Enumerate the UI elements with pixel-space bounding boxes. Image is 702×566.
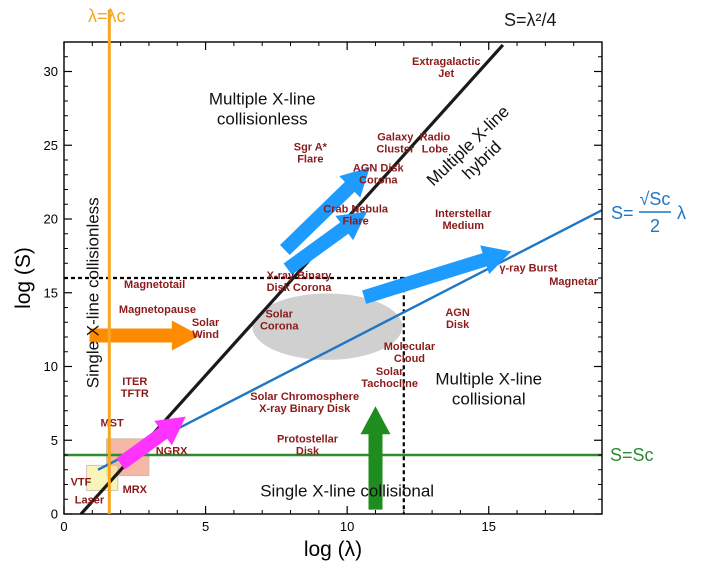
region-label-line: Multiple X-line [209, 89, 316, 108]
y-tick-label-6: 30 [44, 64, 58, 79]
region-label-4: Single X-line collisional [260, 481, 434, 500]
object-label-0: Extragalactic [412, 56, 480, 68]
object-label-4: Corona [359, 174, 398, 186]
object-label-15: Cloud [394, 353, 425, 365]
object-label-0: Jet [438, 68, 454, 80]
object-label-19: MST [101, 418, 125, 430]
region-label-line: Multiple X-line [435, 370, 542, 389]
object-label-20: Disk [296, 446, 320, 458]
x-tick-label-3: 15 [482, 519, 496, 534]
region-label-line: collisionless [217, 109, 308, 128]
object-label-16: Solar [376, 366, 404, 378]
arrow-5 [116, 416, 186, 470]
x-tick-label-2: 10 [340, 519, 354, 534]
object-label-13: Corona [260, 320, 299, 332]
object-label-10: Magnetotail [124, 279, 185, 291]
region-label-line: collisional [452, 390, 526, 409]
object-label-24: Laser [75, 494, 105, 506]
arrow-2 [362, 245, 512, 304]
solar-corona-blob [252, 293, 403, 360]
object-label-20: Protostellar [277, 434, 339, 446]
object-label-13: Solar [265, 308, 293, 320]
object-label-18: Solar Chromosphere [250, 391, 359, 403]
object-label-18: X-ray Binary Disk [259, 403, 351, 415]
y-axis-label: log (S) [12, 247, 35, 309]
object-label-14: Disk [446, 319, 470, 331]
object-label-14: AGN [445, 307, 470, 319]
region-label-line: Single X-line collisionless [83, 197, 102, 388]
line-label-sqrt-sc: S= √Sc 2λ [611, 189, 686, 236]
object-label-9: Disk Corona [267, 282, 333, 294]
object-label-2: Radio [420, 131, 451, 143]
object-label-5: Flare [343, 216, 369, 228]
object-label-22: VTF [71, 477, 92, 489]
y-tick-label-2: 10 [44, 359, 58, 374]
x-axis-label: log (λ) [304, 538, 362, 561]
region-label-line: Single X-line collisional [260, 481, 434, 500]
object-label-1: Galaxy [377, 131, 414, 143]
axes: 0 5 10 15 0 5 10 15 20 25 30 log (λ) log (S) [12, 41, 603, 561]
series-line-1 [97, 209, 602, 471]
line-label-sqrt-sc-numerator: √Sc [640, 189, 671, 209]
y-tick-label-1: 5 [51, 433, 58, 448]
arrow-3 [89, 320, 200, 351]
object-label-16: Tachocline [361, 378, 418, 390]
object-label-2: Lobe [422, 143, 448, 155]
line-label-sqrt-sc-prefix: S= [611, 203, 634, 223]
object-label-21: NGRX [156, 446, 188, 458]
object-label-4: AGN Disk [353, 162, 405, 174]
object-label-3: Sgr A* [294, 142, 328, 154]
object-label-17: ITER [122, 376, 147, 388]
object-label-15: Molecular [384, 341, 436, 353]
line-label-sqrt-sc-denominator: 2 [650, 216, 660, 236]
plot-area [64, 43, 602, 514]
object-label-9: X-ray Binary [267, 270, 333, 282]
object-label-12: Wind [192, 329, 219, 341]
object-label-8: Magnetar [549, 276, 599, 288]
object-label-3: Flare [297, 154, 323, 166]
region-label-1: Single X-line collisionless [83, 197, 102, 388]
x-tick-label-0: 0 [60, 519, 67, 534]
object-label-5: Crab Nebula [323, 204, 389, 216]
object-label-17: TFTR [121, 388, 149, 400]
object-label-23: MRX [123, 484, 148, 496]
object-label-11: Magnetopause [119, 304, 196, 316]
line-label-sqrt-sc-suffix: λ [677, 203, 686, 223]
object-label-6: Medium [442, 220, 484, 232]
y-tick-label-3: 15 [44, 285, 58, 300]
object-label-6: Interstellar [435, 208, 492, 220]
object-label-7: γ-ray Burst [499, 263, 557, 275]
y-tick-label-0: 0 [51, 507, 58, 522]
y-tick-label-4: 20 [44, 212, 58, 227]
line-label-lambda-sq: S=λ²/4 [504, 10, 557, 30]
object-label-12: Solar [192, 317, 220, 329]
arrow-0 [280, 167, 370, 255]
line-label-sc: S=Sc [610, 445, 654, 465]
arrow-4 [360, 406, 391, 510]
y-tick-label-5: 25 [44, 138, 58, 153]
arrow-1 [283, 211, 367, 275]
line-label-lambda-c: λ=λc [88, 6, 126, 26]
x-tick-label-1: 5 [202, 519, 209, 534]
object-label-1: Cluster [376, 143, 415, 155]
